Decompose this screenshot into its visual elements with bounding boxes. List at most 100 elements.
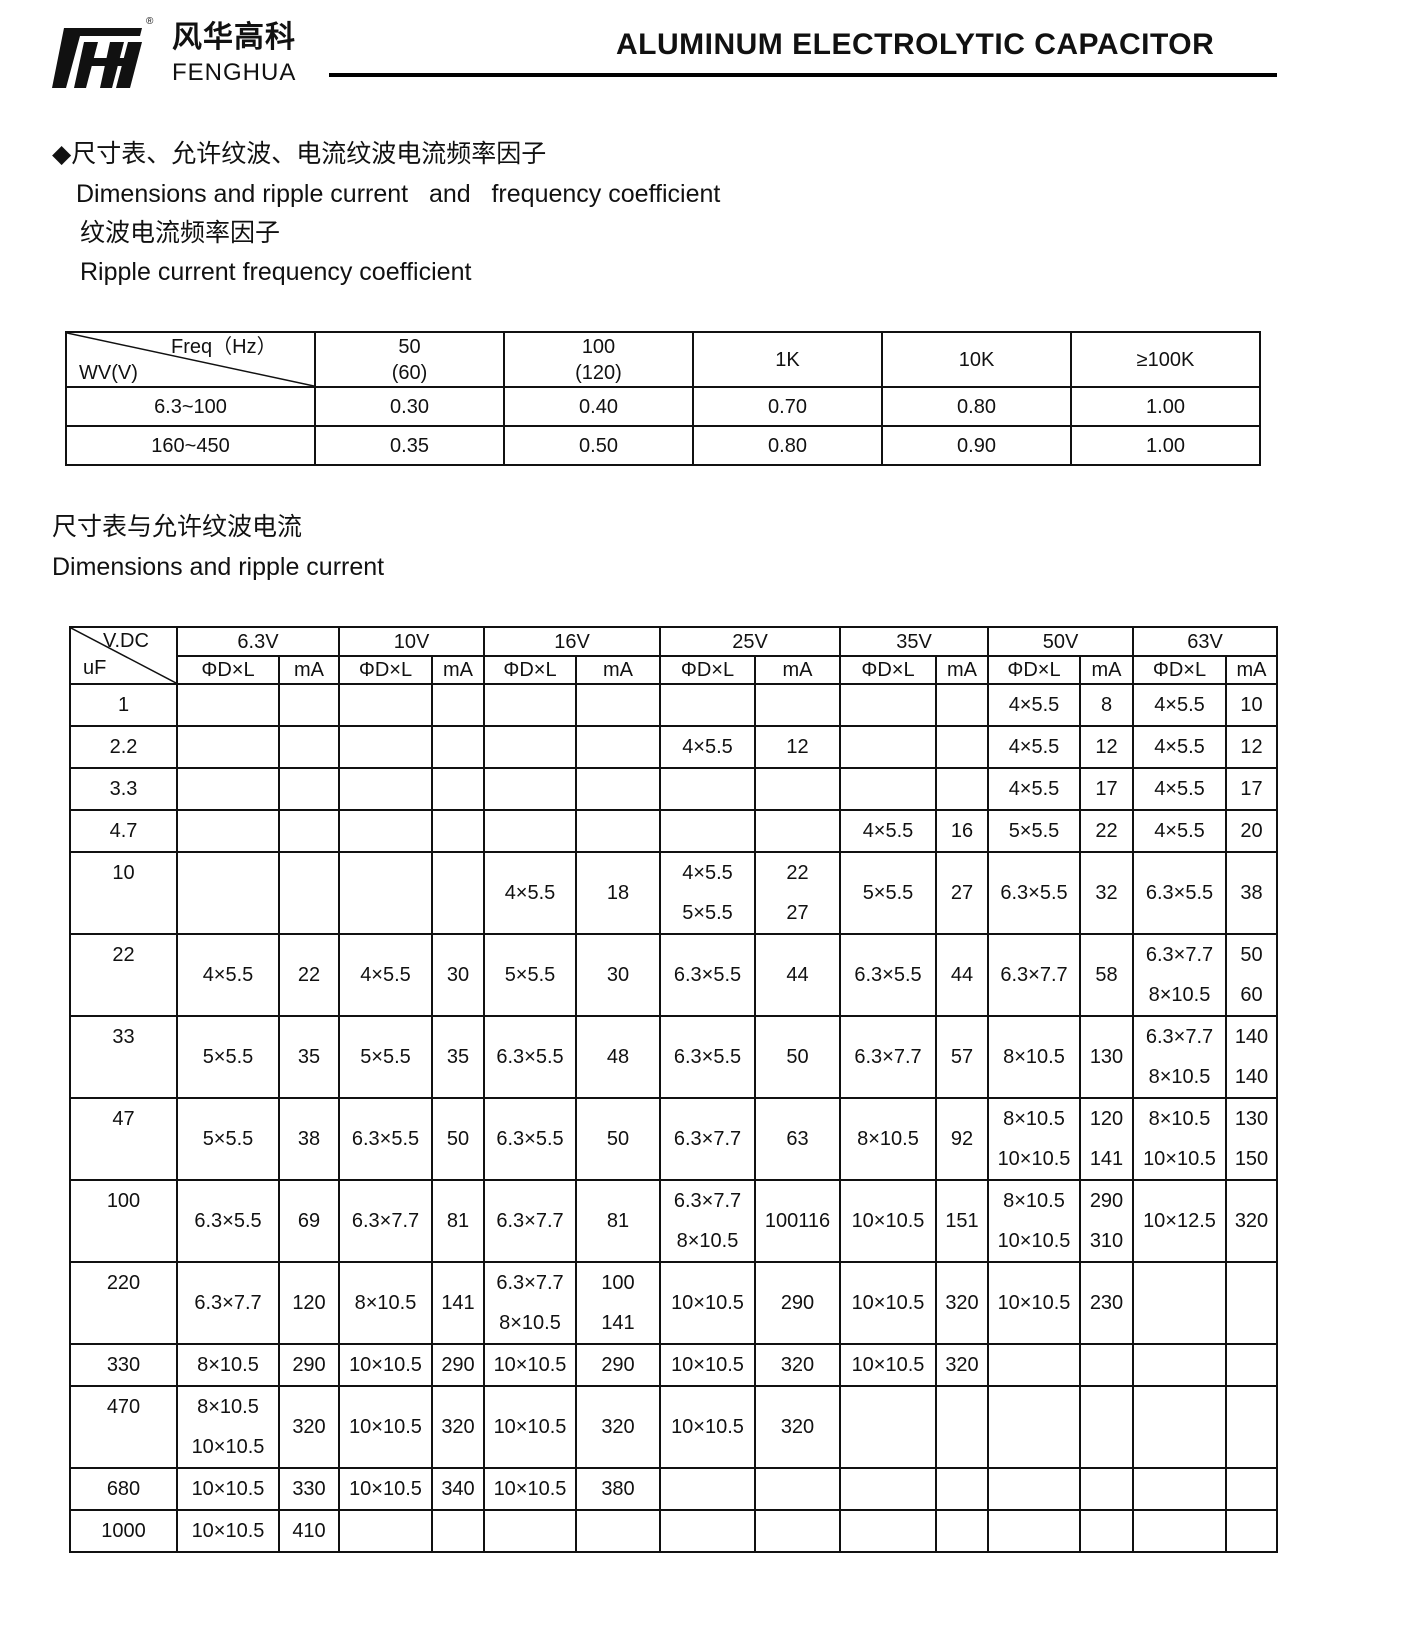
table-row: 33 5×5.5 35 5×5.5 35 6.3×5.5 48 6.3×5.5 50 6.3×7.… xyxy=(69,1015,1278,1099)
dimension-value: 4×5.5 xyxy=(1154,820,1205,842)
dimension-header: ΦD×L xyxy=(659,655,756,685)
freq-header-line: 10K xyxy=(958,348,995,371)
dimension-value: 4×5.5 xyxy=(360,964,411,986)
ripple-current-cell xyxy=(935,725,989,769)
ripple-current-cell xyxy=(754,1509,841,1553)
capacitance-value: 1 xyxy=(117,694,130,716)
dimension-cell: 10×10.5 xyxy=(338,1467,433,1511)
ripple-current-value: 81 xyxy=(606,1210,630,1232)
capacitance-value: 33 xyxy=(112,1026,135,1048)
ripple-current-cell: 141 xyxy=(431,1261,485,1345)
ripple-current-value: 141 xyxy=(441,1292,475,1314)
table-row: 100 6.3×5.5 69 6.3×7.7 81 6.3×7.7 81 6.3×7.7 8×1… xyxy=(69,1179,1278,1263)
ripple-current-value: 60 xyxy=(1240,984,1263,1006)
dimension-cell: 8×10.5 xyxy=(987,1015,1081,1099)
ripple-current-value: 30 xyxy=(606,964,630,986)
dimension-cell: 4×5.5 xyxy=(1132,809,1227,853)
dimension-value: 8×10.5 xyxy=(197,1396,259,1418)
ripple-current-value: 140 xyxy=(1234,1026,1269,1048)
dimension-value: 10×10.5 xyxy=(1143,1148,1216,1170)
dimension-value: 10×10.5 xyxy=(997,1292,1071,1314)
dimension-value: 6.3×5.5 xyxy=(194,1210,262,1232)
capacitance-cell: 3.3 xyxy=(69,767,178,811)
dimension-cell xyxy=(659,1467,756,1511)
voltage-header: 6.3V xyxy=(176,626,340,657)
ripple-current-value: 48 xyxy=(606,1046,630,1068)
ripple-current-header: mA xyxy=(431,655,485,685)
dimension-value: 10×10.5 xyxy=(997,1230,1071,1252)
dimension-cell xyxy=(176,809,280,853)
ripple-current-cell: 290 xyxy=(754,1261,841,1345)
capacitance-value: 470 xyxy=(106,1396,141,1418)
ripple-current-cell: 120 141 xyxy=(1079,1097,1134,1181)
freq-coefficient: 0.50 xyxy=(503,425,694,466)
header-divider xyxy=(329,73,1277,77)
ripple-current-cell: 44 xyxy=(935,933,989,1017)
dimension-cell: 10×10.5 xyxy=(659,1343,756,1387)
ripple-current-value: 320 xyxy=(292,1416,326,1438)
dimension-cell: 4×5.5 xyxy=(987,725,1081,769)
dimension-value: 4×5.5 xyxy=(1008,694,1060,716)
dimension-cell xyxy=(338,1509,433,1553)
dimension-value: 10×10.5 xyxy=(493,1478,567,1500)
diagonal-divider xyxy=(67,333,314,386)
dimension-cell: 8×10.5 10×10.5 xyxy=(987,1097,1081,1181)
ripple-current-header: mA xyxy=(935,655,989,685)
capacitance-cell: 2.2 xyxy=(69,725,178,769)
capacitance-cell: 47 xyxy=(69,1097,178,1181)
dimension-cell xyxy=(1132,1261,1227,1345)
brand-name-cn: 风华高科 xyxy=(172,20,296,55)
freq-coefficient: 0.35 xyxy=(314,425,505,466)
section1-sub-en: Ripple current frequency coefficient xyxy=(80,258,472,286)
capacitance-value: 3.3 xyxy=(109,778,138,800)
ripple-current-value: 290 xyxy=(292,1354,326,1376)
corner-bottom-label: uF xyxy=(83,657,107,679)
dimension-cell xyxy=(1132,1385,1227,1469)
dimension-cell xyxy=(987,1343,1081,1387)
dimension-cell: 8×10.5 xyxy=(176,1343,280,1387)
ripple-current-value: 320 xyxy=(780,1354,815,1376)
ripple-current-header: mA xyxy=(278,655,340,685)
ripple-current-value: 140 xyxy=(1234,1066,1269,1088)
dimension-value: 8×10.5 xyxy=(676,1230,739,1252)
voltage-header: 10V xyxy=(338,626,485,657)
dimension-header: ΦD×L xyxy=(839,655,937,685)
ripple-current-cell xyxy=(575,1509,661,1553)
dimension-header: ΦD×L xyxy=(338,655,433,685)
dimension-value: 6.3×7.7 xyxy=(1145,1026,1214,1048)
ripple-current-cell: 100116 xyxy=(754,1179,841,1263)
capacitance-cell: 680 xyxy=(69,1467,178,1511)
freq-coefficient: 0.80 xyxy=(881,386,1072,427)
ripple-current-value: 320 xyxy=(945,1292,979,1314)
ripple-current-cell: 320 xyxy=(431,1385,485,1469)
dimension-cell: 10×10.5 xyxy=(839,1343,937,1387)
ripple-current-value: 320 xyxy=(780,1416,815,1438)
ripple-current-cell: 330 xyxy=(278,1467,340,1511)
dimension-cell: 10×10.5 xyxy=(987,1261,1081,1345)
frequency-coefficient-table: Freq（Hz） WV(V) 50 (60) 100 (120) 1K 10K ≥100K 6.3… xyxy=(65,331,1261,466)
dimension-cell: 6.3×5.5 xyxy=(659,1015,756,1099)
dimension-cell: 6.3×5.5 xyxy=(839,933,937,1017)
ripple-current-cell: 130 xyxy=(1079,1015,1134,1099)
ripple-current-cell: 81 xyxy=(575,1179,661,1263)
ripple-current-cell xyxy=(754,767,841,811)
diagonal-divider xyxy=(71,628,176,683)
ripple-current-cell: 290 310 xyxy=(1079,1179,1134,1263)
ripple-current-value: 16 xyxy=(950,820,974,842)
dimension-cell: 5×5.5 xyxy=(176,1097,280,1181)
capacitance-cell: 22 xyxy=(69,933,178,1017)
dimension-cell xyxy=(338,809,433,853)
dimension-cell: 6.3×7.7 xyxy=(483,1179,577,1263)
ripple-current-cell: 22 27 xyxy=(754,851,841,935)
dimension-cell: 10×10.5 xyxy=(176,1467,280,1511)
dimension-cell xyxy=(483,1509,577,1553)
dimension-header: ΦD×L xyxy=(1132,655,1227,685)
ripple-current-cell: 30 xyxy=(431,933,485,1017)
ripple-current-cell: 35 xyxy=(431,1015,485,1099)
dimension-cell: 10×10.5 xyxy=(659,1385,756,1469)
ripple-current-cell: 120 xyxy=(278,1261,340,1345)
capacitance-value: 4.7 xyxy=(109,820,138,842)
ripple-current-header: mA xyxy=(575,655,661,685)
dimension-value: 8×10.5 xyxy=(1003,1046,1065,1068)
ripple-current-value: 12 xyxy=(1095,736,1118,758)
